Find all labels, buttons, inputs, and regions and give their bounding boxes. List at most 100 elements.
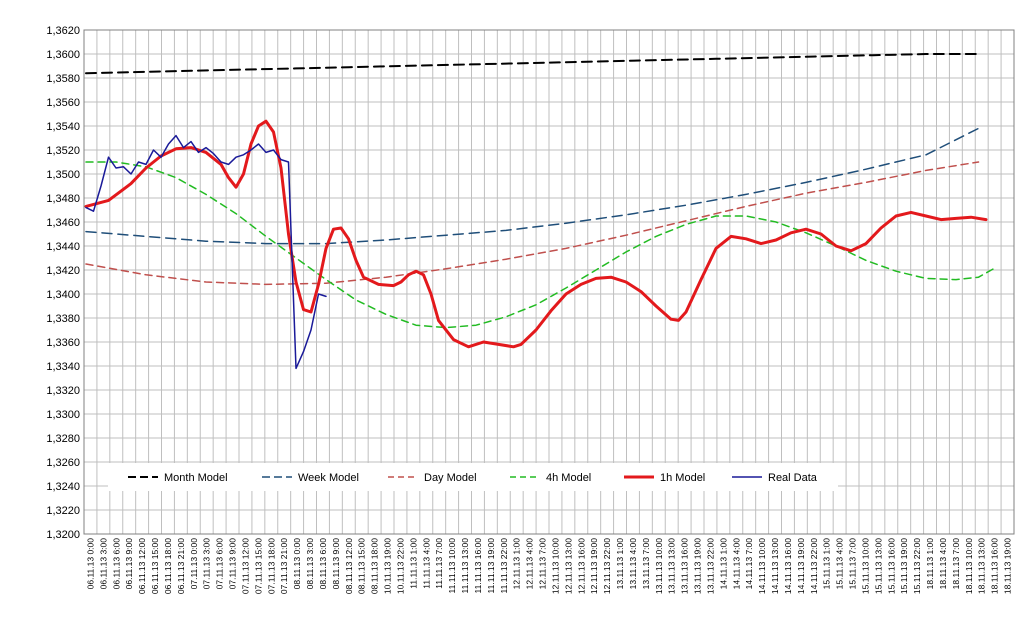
x-tick-label: 08.11.13 9:00 [331, 538, 341, 590]
legend-background [108, 463, 838, 491]
x-tick-label: 07.11.13 9:00 [228, 538, 238, 590]
x-tick-label: 15.11.13 10:00 [860, 538, 870, 594]
x-tick-label: 11.11.13 7:00 [434, 538, 444, 589]
y-tick-label: 1,3320 [46, 385, 80, 397]
y-tick-label: 1,3400 [46, 289, 80, 301]
y-tick-label: 1,3500 [46, 169, 80, 181]
x-tick-label: 11.11.13 19:00 [486, 538, 496, 594]
x-tick-label: 14.11.13 7:00 [744, 538, 754, 590]
x-tick-label: 07.11.13 0:00 [189, 538, 199, 590]
y-tick-label: 1,3360 [46, 337, 80, 349]
y-tick-label: 1,3540 [46, 121, 80, 133]
x-tick-label: 13.11.13 19:00 [693, 538, 703, 594]
x-tick-label: 06.11.13 0:00 [85, 538, 95, 590]
y-tick-label: 1,3200 [46, 529, 80, 541]
x-tick-label: 15.11.13 22:00 [912, 538, 922, 594]
series-line-day-model [85, 161, 980, 286]
x-tick-label: 07.11.13 12:00 [240, 538, 250, 594]
y-tick-label: 1,3220 [46, 505, 80, 517]
x-tick-label: 12.11.13 16:00 [576, 538, 586, 594]
x-tick-label: 13.11.13 10:00 [654, 538, 664, 594]
legend-label: Week Model [298, 472, 359, 484]
x-tick-label: 06.11.13 9:00 [124, 538, 134, 590]
x-tick-label: 06.11.13 15:00 [150, 538, 160, 594]
series-line-week-model [85, 127, 980, 245]
x-tick-label: 12.11.13 1:00 [512, 538, 522, 590]
x-tick-label: 18.11.13 10:00 [964, 538, 974, 594]
x-tick-label: 13.11.13 16:00 [680, 538, 690, 594]
y-tick-label: 1,3260 [46, 457, 80, 469]
y-tick-label: 1,3440 [46, 241, 80, 253]
x-tick-label: 13.11.13 1:00 [615, 538, 625, 590]
x-tick-label: 06.11.13 3:00 [98, 538, 108, 590]
legend-label: 1h Model [660, 472, 705, 484]
x-tick-label: 08.11.13 18:00 [370, 538, 380, 594]
x-tick-label: 07.11.13 18:00 [266, 538, 276, 594]
x-tick-label: 14.11.13 4:00 [731, 538, 741, 590]
x-tick-label: 06.11.13 12:00 [137, 538, 147, 594]
x-tick-label: 11.11.13 22:00 [499, 538, 509, 594]
legend-label: Day Model [424, 472, 477, 484]
x-tick-label: 15.11.13 1:00 [822, 538, 832, 590]
legend: Month Model Week Model Day Model 4h Model 1h… [108, 463, 838, 491]
x-tick-label: 06.11.13 18:00 [163, 538, 173, 594]
x-tick-label: 18.11.13 7:00 [951, 538, 961, 590]
x-tick-label: 14.11.13 13:00 [770, 538, 780, 594]
y-tick-label: 1,3480 [46, 193, 80, 205]
x-tick-label: 18.11.13 4:00 [938, 538, 948, 590]
x-tick-label: 13.11.13 7:00 [641, 538, 651, 590]
x-tick-label: 15.11.13 16:00 [886, 538, 896, 594]
x-tick-label: 18.11.13 19:00 [1003, 538, 1013, 594]
x-tick-label: 18.11.13 16:00 [990, 538, 1000, 594]
series-line-4h-model [85, 161, 995, 329]
x-tick-label: 11.11.13 13:00 [460, 538, 470, 594]
x-tick-label: 14.11.13 1:00 [718, 538, 728, 590]
x-tick-label: 12.11.13 7:00 [538, 538, 548, 590]
x-tick-label: 07.11.13 6:00 [215, 538, 225, 590]
legend-label: Real Data [768, 472, 818, 484]
x-tick-label: 18.11.13 1:00 [925, 538, 935, 590]
y-tick-label: 1,3240 [46, 481, 80, 493]
x-tick-label: 12.11.13 10:00 [550, 538, 560, 594]
series-line-1h-model [84, 119, 988, 349]
x-tick-label: 08.11.13 3:00 [305, 538, 315, 590]
x-tick-label: 13.11.13 13:00 [667, 538, 677, 594]
x-tick-label: 07.11.13 21:00 [279, 538, 289, 594]
x-tick-label: 14.11.13 16:00 [783, 538, 793, 594]
x-axis-tick-labels: 06.11.13 0:00 06.11.13 3:00 06.11.13 6:00 0… [85, 538, 1012, 594]
x-tick-label: 06.11.13 6:00 [111, 538, 121, 590]
x-tick-label: 14.11.13 22:00 [809, 538, 819, 594]
x-tick-label: 13.11.13 22:00 [705, 538, 715, 594]
y-tick-label: 1,3580 [46, 73, 80, 85]
x-tick-label: 10.11.13 22:00 [395, 538, 405, 594]
y-tick-label: 1,3460 [46, 217, 80, 229]
x-tick-label: 11.11.13 10:00 [447, 538, 457, 594]
x-tick-label: 08.11.13 15:00 [357, 538, 367, 594]
x-tick-label: 14.11.13 10:00 [757, 538, 767, 594]
series-line-real-data [85, 134, 327, 370]
y-tick-label: 1,3300 [46, 409, 80, 421]
x-tick-label: 15.11.13 4:00 [835, 538, 845, 590]
x-tick-label: 15.11.13 19:00 [899, 538, 909, 594]
y-tick-label: 1,3600 [46, 49, 80, 61]
x-tick-label: 10.11.13 19:00 [383, 538, 393, 594]
x-tick-label: 08.11.13 12:00 [344, 538, 354, 594]
y-tick-label: 1,3520 [46, 145, 80, 157]
legend-label: Month Model [164, 472, 228, 484]
x-tick-label: 11.11.13 1:00 [408, 538, 418, 589]
x-tick-label: 13.11.13 4:00 [628, 538, 638, 590]
x-tick-label: 08.11.13 6:00 [318, 538, 328, 590]
x-tick-label: 18.11.13 13:00 [977, 538, 987, 594]
x-tick-label: 14.11.13 19:00 [796, 538, 806, 594]
series-lines [84, 53, 995, 370]
plot-area-border [83, 29, 1015, 535]
x-tick-label: 11.11.13 16:00 [473, 538, 483, 594]
y-tick-label: 1,3560 [46, 97, 80, 109]
x-tick-label: 06.11.13 21:00 [176, 538, 186, 594]
x-tick-label: 07.11.13 3:00 [202, 538, 212, 590]
series-line-month-model [85, 53, 980, 75]
y-tick-label: 1,3380 [46, 313, 80, 325]
